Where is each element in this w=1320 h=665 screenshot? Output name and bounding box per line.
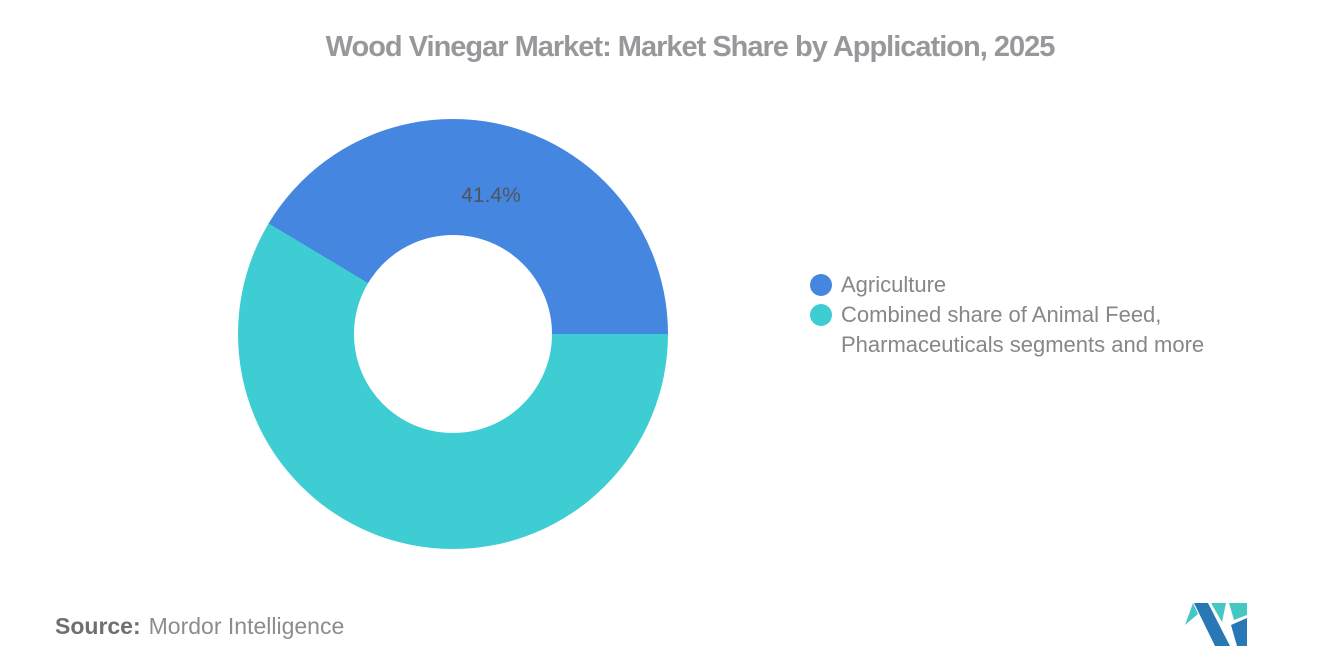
legend-label-combined-line-1: Combined share of Animal Feed, bbox=[841, 302, 1162, 327]
legend-item-agriculture[interactable]: Agriculture bbox=[810, 270, 1204, 300]
legend-label-combined-line-2: Pharmaceuticals segments and more bbox=[841, 332, 1205, 357]
logo-right-blue-triangle bbox=[1231, 618, 1247, 646]
legend-label-agriculture: Agriculture bbox=[841, 272, 947, 297]
source-value: Mordor Intelligence bbox=[148, 613, 345, 639]
logo-right-teal-cap bbox=[1229, 603, 1247, 620]
logo-left-teal-triangle bbox=[1185, 603, 1198, 625]
source-line: Source: Mordor Intelligence bbox=[55, 613, 344, 640]
chart-legend: Agriculture Combined share of Animal Fee… bbox=[810, 270, 1204, 360]
mordor-intelligence-logo bbox=[1185, 603, 1247, 646]
legend-swatch-agriculture bbox=[810, 274, 832, 296]
logo-mid-teal-triangle bbox=[1211, 603, 1226, 622]
chart-title: Wood Vinegar Market: Market Share by App… bbox=[325, 31, 1056, 63]
donut-chart[interactable]: 41.4% bbox=[238, 119, 668, 549]
logo-band-blue bbox=[1194, 603, 1230, 646]
legend-item-combined[interactable]: Combined share of Animal Feed, Pharmaceu… bbox=[810, 300, 1204, 360]
source-label: Source: bbox=[55, 613, 141, 639]
slice-data-label: 41.4% bbox=[461, 184, 521, 207]
legend-swatch-combined bbox=[810, 304, 832, 326]
